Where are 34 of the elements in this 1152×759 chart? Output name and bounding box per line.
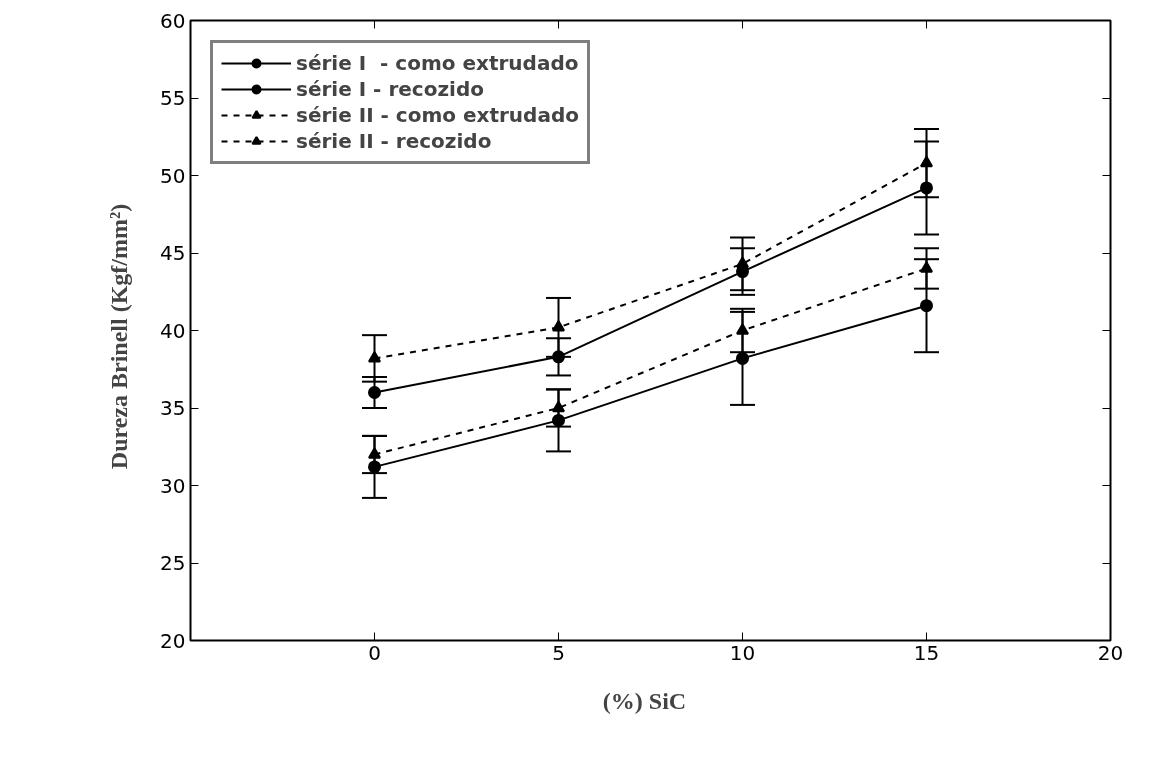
- y-tick-label: 50: [160, 163, 186, 188]
- point: [736, 256, 749, 269]
- point: [736, 351, 749, 365]
- point: [920, 261, 933, 273]
- legend-label: série II - recozido: [296, 129, 492, 153]
- legend-label: série I - recozido: [296, 77, 484, 101]
- y-tick-label: 55: [160, 86, 186, 110]
- x-tick-label: 20: [1097, 640, 1124, 665]
- point: [920, 155, 933, 168]
- point: [552, 413, 565, 427]
- point: [368, 460, 381, 474]
- point: [552, 400, 565, 413]
- point: [736, 323, 749, 335]
- legend-label: série I - como extrudado: [296, 51, 579, 75]
- point: [552, 350, 565, 364]
- x-tick-label: 15: [913, 640, 940, 665]
- point: [552, 320, 565, 332]
- point: [368, 447, 381, 459]
- y-axis-title: Dureza Brinell (Kgf/mm²): [106, 203, 133, 470]
- y-tick-label: 60: [160, 8, 186, 33]
- point: [920, 181, 933, 195]
- y-tick-label: 40: [160, 318, 186, 343]
- x-tick-label: 0: [368, 640, 381, 665]
- x-axis-title: (%) SiC: [602, 687, 687, 714]
- point: [368, 386, 381, 399]
- legend-label: série II - como extrudado: [296, 103, 579, 127]
- y-tick-label: 45: [160, 241, 186, 265]
- y-tick-label: 30: [160, 473, 186, 498]
- x-tick-label: 10: [729, 640, 756, 665]
- y-tick-label: 35: [160, 396, 186, 420]
- point: [368, 351, 381, 363]
- point: [920, 299, 933, 313]
- x-tick-label: 5: [552, 640, 565, 665]
- y-tick-label: 25: [160, 551, 186, 575]
